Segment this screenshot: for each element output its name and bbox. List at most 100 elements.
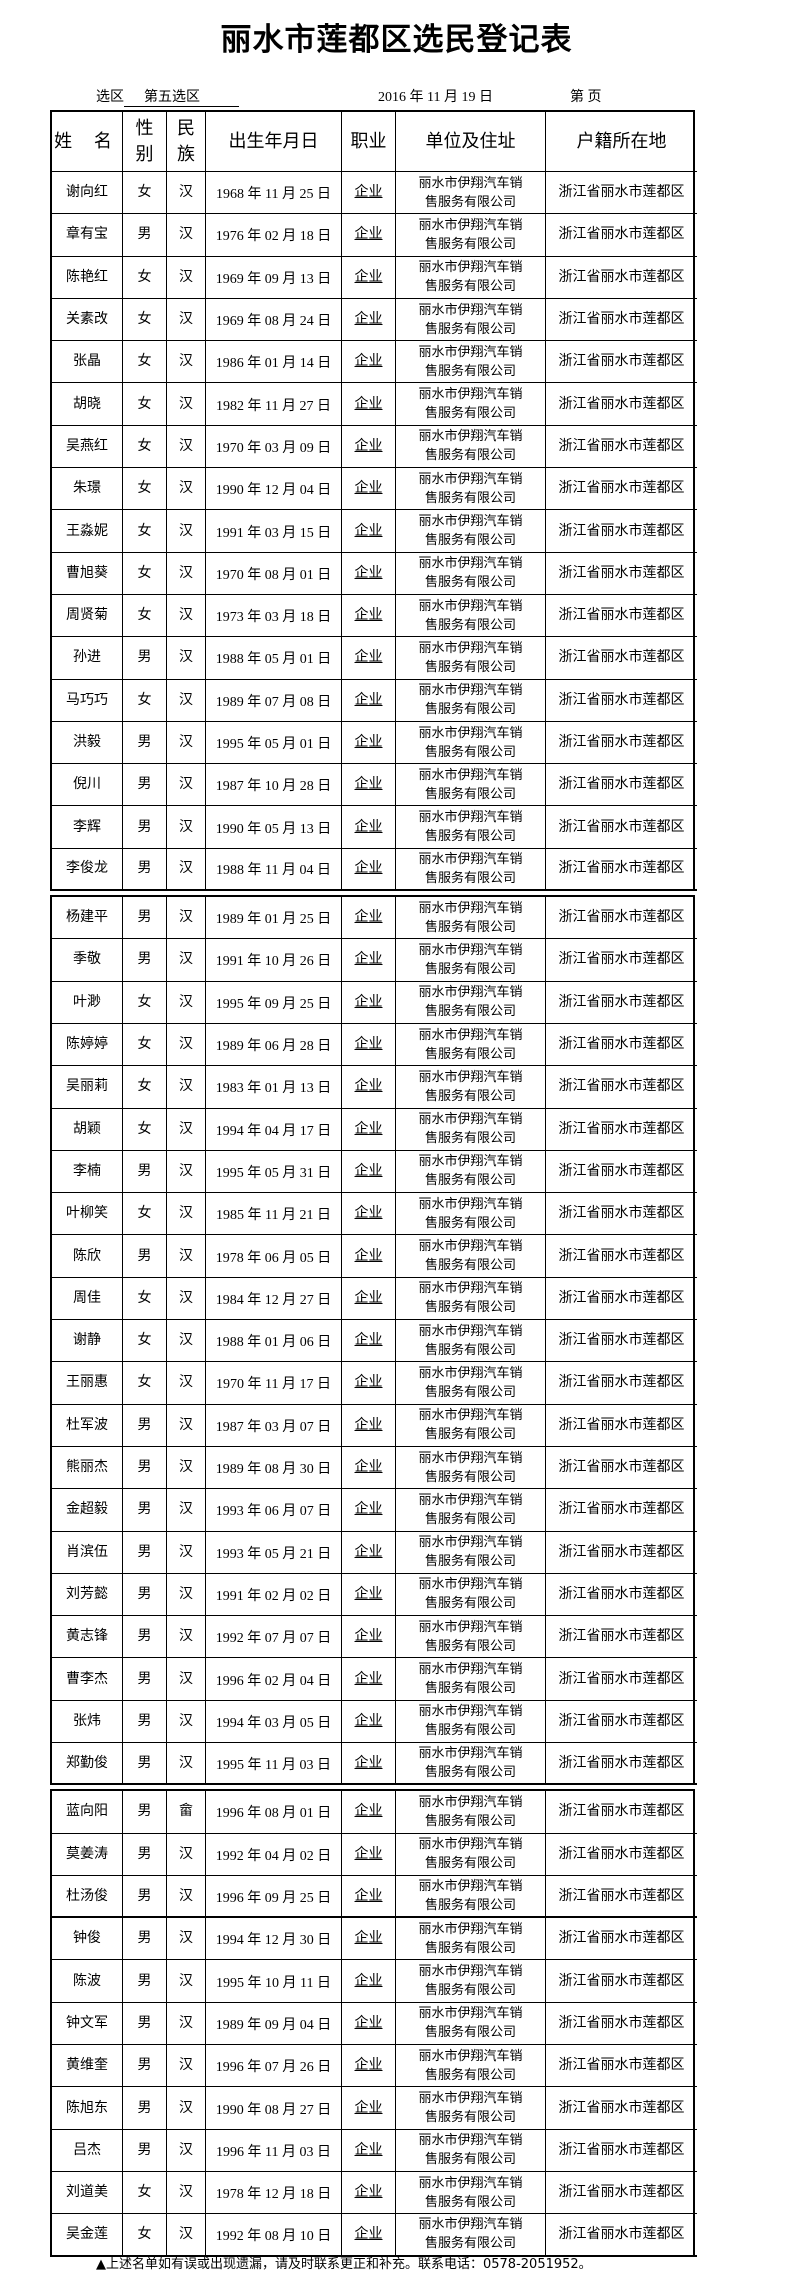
cell-gender: 男: [123, 1833, 167, 1876]
cell-employer: 丽水市伊翔汽车销售服务有限公司: [396, 298, 546, 342]
cell-hukou: 浙江省丽水市莲都区: [546, 1362, 697, 1405]
cell-gender: 男: [123, 1446, 167, 1490]
cell-gender: 女: [123, 1193, 167, 1236]
cell-dob: 1993 年 05 月 21 日: [206, 1531, 342, 1574]
cell-name: 钟俊: [52, 1918, 123, 1961]
cell-hukou: 浙江省丽水市莲都区: [546, 1616, 697, 1659]
table-row: 谢向红女汉 1968 年 11 月 25 日企业 丽水市伊翔汽车销售服务有限公司 浙江…: [50, 172, 697, 215]
cell-gender: 男: [123, 1918, 167, 1961]
cell-name: 李辉: [52, 806, 123, 849]
cell-dob: 1988 年 01 月 06 日: [206, 1320, 342, 1363]
employer-text: 丽水市伊翔汽车销售服务有限公司: [418, 1964, 523, 1999]
cell-gender: 男: [123, 897, 167, 940]
table-row: 陈旭东男汉 1990 年 08 月 27 日企业 丽水市伊翔汽车销售服务有限公司 浙江…: [50, 2087, 697, 2130]
cell-gender: 男: [123, 1235, 167, 1278]
cell-dob: 1994 年 03 月 05 日: [206, 1700, 342, 1743]
cell-occupation: 企业: [342, 1023, 396, 1067]
employer-text: 丽水市伊翔汽车销售服务有限公司: [418, 1323, 523, 1358]
cell-employer: 丽水市伊翔汽车销售服务有限公司: [396, 679, 546, 722]
cell-occupation: 企业: [342, 468, 396, 511]
cell-ethnicity: 畲: [167, 1791, 206, 1834]
cell-hukou: 浙江省丽水市莲都区: [546, 939, 697, 982]
table-row: 黄志锋男汉 1992 年 07 月 07 日企业 丽水市伊翔汽车销售服务有限公司 浙江…: [50, 1616, 697, 1659]
cell-name: 谢向红: [52, 172, 123, 215]
cell-employer: 丽水市伊翔汽车销售服务有限公司: [396, 1489, 546, 1532]
cell-occupation: 企业: [342, 1918, 396, 1961]
cell-gender: 女: [123, 1362, 167, 1405]
cell-gender: 男: [123, 1616, 167, 1659]
table-row: 刘道美女汉 1978 年 12 月 18 日企业 丽水市伊翔汽车销售服务有限公司 浙江…: [50, 2171, 697, 2215]
cell-hukou: 浙江省丽水市莲都区: [546, 426, 697, 469]
cell-occupation: 企业: [342, 1446, 396, 1490]
cell-ethnicity: 汉: [167, 981, 206, 1024]
cell-dob: 1993 年 06 月 07 日: [206, 1489, 342, 1532]
employer-text: 丽水市伊翔汽车销售服务有限公司: [418, 1450, 523, 1485]
cell-employer: 丽水市伊翔汽车销售服务有限公司: [396, 468, 546, 511]
cell-hukou: 浙江省丽水市莲都区: [546, 1447, 697, 1490]
employer-text: 丽水市伊翔汽车销售服务有限公司: [418, 556, 523, 591]
table-row: 张晶女汉 1986 年 01 月 14 日企业 丽水市伊翔汽车销售服务有限公司 浙江省…: [50, 341, 697, 384]
table-row: 陈艳红女汉 1969 年 09 月 13 日企业 丽水市伊翔汽车销售服务有限公司 浙江…: [50, 256, 697, 299]
cell-hukou: 浙江省丽水市莲都区: [546, 172, 697, 215]
employer-text: 丽水市伊翔汽车销售服务有限公司: [418, 514, 523, 549]
cell-ethnicity: 汉: [167, 1875, 206, 1919]
cell-dob: 1995 年 05 月 01 日: [206, 721, 342, 765]
cell-ethnicity: 汉: [167, 1918, 206, 1961]
table-row: 熊丽杰男汉 1989 年 08 月 30 日企业 丽水市伊翔汽车销售服务有限公司 浙江…: [50, 1446, 697, 1490]
cell-employer: 丽水市伊翔汽车销售服务有限公司: [396, 2171, 546, 2215]
cell-name: 刘道美: [52, 2171, 123, 2215]
cell-occupation: 企业: [342, 2214, 396, 2257]
cell-dob: 1988 年 05 月 01 日: [206, 637, 342, 680]
cell-occupation: 企业: [342, 1277, 396, 1321]
cell-gender: 女: [123, 468, 167, 511]
table-row: 胡晓女汉 1982 年 11 月 27 日企业 丽水市伊翔汽车销售服务有限公司 浙江省…: [50, 383, 697, 426]
cell-hukou: 浙江省丽水市莲都区: [546, 2172, 697, 2215]
cell-dob: 1994 年 12 月 30 日: [206, 1918, 342, 1961]
table-row: 章有宝男汉 1976 年 02 月 18 日企业 丽水市伊翔汽车销售服务有限公司 浙江…: [50, 214, 697, 257]
table-row: 陈欣男汉 1978 年 06 月 05 日企业 丽水市伊翔汽车销售服务有限公司 浙江省…: [50, 1235, 697, 1278]
cell-occupation: 企业: [342, 552, 396, 595]
cell-gender: 男: [123, 2045, 167, 2088]
table-row: 李俊龙男汉 1988 年 11 月 04 日企业 丽水市伊翔汽车销售服务有限公司 浙江…: [50, 848, 697, 892]
cell-hukou: 浙江省丽水市莲都区: [546, 1574, 697, 1617]
cell-employer: 丽水市伊翔汽车销售服务有限公司: [396, 981, 546, 1024]
cell-employer: 丽水市伊翔汽车销售服务有限公司: [396, 1875, 546, 1919]
cell-hukou: 浙江省丽水市莲都区: [546, 1489, 697, 1532]
employer-text: 丽水市伊翔汽车销售服务有限公司: [418, 1408, 523, 1443]
cell-gender: 男: [123, 637, 167, 680]
cell-employer: 丽水市伊翔汽车销售服务有限公司: [396, 1573, 546, 1617]
table-row: 马巧巧女汉 1989 年 07 月 08 日企业 丽水市伊翔汽车销售服务有限公司 浙江…: [50, 679, 697, 722]
cell-gender: 男: [123, 806, 167, 849]
employer-text: 丽水市伊翔汽车销售服务有限公司: [418, 767, 523, 802]
cell-ethnicity: 汉: [167, 721, 206, 765]
cell-gender: 女: [123, 981, 167, 1024]
cell-ethnicity: 汉: [167, 510, 206, 553]
cell-hukou: 浙江省丽水市莲都区: [546, 897, 697, 940]
cell-dob: 1989 年 08 月 30 日: [206, 1446, 342, 1490]
cell-dob: 1989 年 09 月 04 日: [206, 2002, 342, 2046]
cell-employer: 丽水市伊翔汽车销售服务有限公司: [396, 637, 546, 680]
table-row: 钟俊男汉 1994 年 12 月 30 日企业 丽水市伊翔汽车销售服务有限公司 浙江省…: [50, 1918, 697, 1961]
col-label: 民族: [177, 117, 195, 165]
cell-dob: 1976 年 02 月 18 日: [206, 214, 342, 257]
cell-gender: 男: [123, 1700, 167, 1743]
cell-occupation: 企业: [342, 2171, 396, 2215]
cell-occupation: 企业: [342, 1700, 396, 1743]
cell-ethnicity: 汉: [167, 1531, 206, 1574]
employer-text: 丽水市伊翔汽车销售服务有限公司: [418, 1069, 523, 1104]
cell-name: 周佳: [52, 1277, 123, 1321]
cell-hukou: 浙江省丽水市莲都区: [546, 1791, 697, 1834]
cell-ethnicity: 汉: [167, 425, 206, 469]
col-employer: 单位及住址: [396, 112, 546, 172]
cell-hukou: 浙江省丽水市莲都区: [546, 383, 697, 426]
table-row: 陈婷婷女汉 1989 年 06 月 28 日企业 丽水市伊翔汽车销售服务有限公司 浙江…: [50, 1023, 697, 1067]
cell-ethnicity: 汉: [167, 1108, 206, 1151]
cell-employer: 丽水市伊翔汽车销售服务有限公司: [396, 1960, 546, 2003]
cell-hukou: 浙江省丽水市莲都区: [546, 806, 697, 849]
table-row: 倪川男汉 1987 年 10 月 28 日企业 丽水市伊翔汽车销售服务有限公司 浙江省…: [50, 764, 697, 807]
cell-dob: 1969 年 09 月 13 日: [206, 256, 342, 299]
table-row: 关素改女汉 1969 年 08 月 24 日企业 丽水市伊翔汽车销售服务有限公司 浙江…: [50, 298, 697, 342]
cell-name: 倪川: [52, 764, 123, 807]
cell-dob: 1996 年 02 月 04 日: [206, 1658, 342, 1701]
cell-occupation: 企业: [342, 1193, 396, 1236]
